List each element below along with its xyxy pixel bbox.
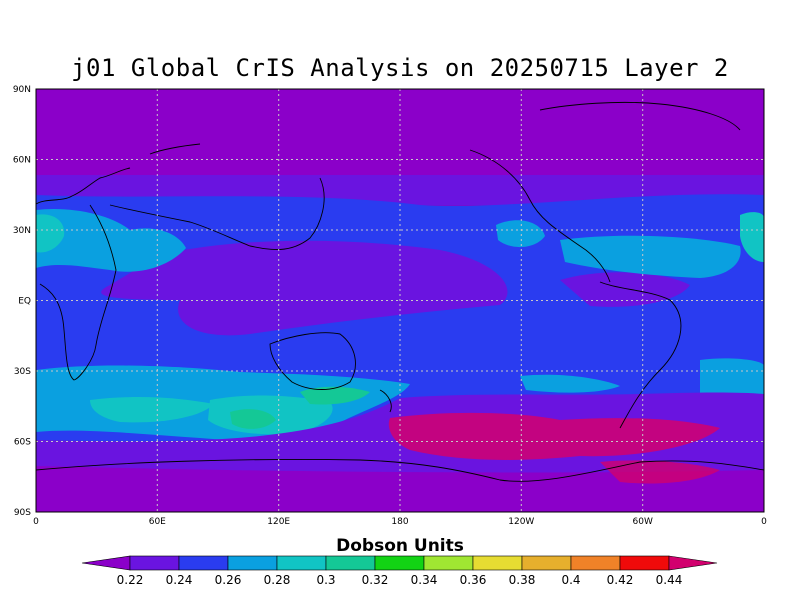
colorbar-label: 0.28 xyxy=(264,573,291,587)
colorbar-label: 0.42 xyxy=(607,573,634,587)
gridlines xyxy=(36,89,764,512)
colorbar-title: Dobson Units xyxy=(336,536,464,556)
map-frame xyxy=(35,88,765,513)
lon-tick: 60W xyxy=(633,517,653,527)
colorbar-segment xyxy=(178,555,229,571)
colorbar-segment xyxy=(521,555,572,571)
colorbar-label: 0.22 xyxy=(117,573,144,587)
colorbar-label: 0.38 xyxy=(509,573,536,587)
lat-tick: 90S xyxy=(14,508,31,518)
colorbar-label: 0.32 xyxy=(362,573,389,587)
lat-tick: 90N xyxy=(13,85,31,95)
lon-tick: 0 xyxy=(761,517,767,527)
lon-tick: 0 xyxy=(33,517,39,527)
lat-tick: 30N xyxy=(13,226,31,236)
colorbar-label: 0.3 xyxy=(316,573,335,587)
colorbar-label: 0.34 xyxy=(411,573,438,587)
map-title: j01 Global CrIS Analysis on 20250715 Lay… xyxy=(71,54,729,82)
colorbar-segment xyxy=(472,555,523,571)
colorbar-segment xyxy=(276,555,327,571)
lon-tick: 120E xyxy=(267,517,290,527)
colorbar-segment xyxy=(325,555,376,571)
colorbar-segment xyxy=(129,555,180,571)
colorbar-segment xyxy=(423,555,474,571)
lat-tick: EQ xyxy=(18,297,31,307)
lat-tick: 60S xyxy=(14,438,31,448)
coastlines xyxy=(36,101,764,482)
colorbar-cap-high xyxy=(668,555,718,571)
lat-axis: 90N 60N 30N EQ 30S 60S 90S xyxy=(13,85,31,518)
lon-tick: 60E xyxy=(149,517,166,527)
lon-tick: 180 xyxy=(391,517,408,527)
colorbar-segment xyxy=(570,555,621,571)
colorbar-segment xyxy=(374,555,425,571)
lat-tick: 30S xyxy=(14,367,31,377)
colorbar-label: 0.4 xyxy=(561,573,580,587)
lon-axis: 0 60E 120E 180 120W 60W 0 xyxy=(33,517,767,527)
colorbar-label: 0.44 xyxy=(656,573,683,587)
colorbar-segment xyxy=(227,555,278,571)
colorbar-label: 0.24 xyxy=(166,573,193,587)
colorbar-label: 0.26 xyxy=(215,573,242,587)
lon-tick: 120W xyxy=(508,517,534,527)
lat-tick: 60N xyxy=(13,156,31,166)
colorbar-segment xyxy=(619,555,670,571)
colorbar: 0.22 0.24 0.26 0.28 0.3 0.32 0.34 0.36 0.38 0.4 0.… xyxy=(81,555,718,587)
colorbar-label: 0.36 xyxy=(460,573,487,587)
colorbar-cap-low xyxy=(81,555,131,571)
